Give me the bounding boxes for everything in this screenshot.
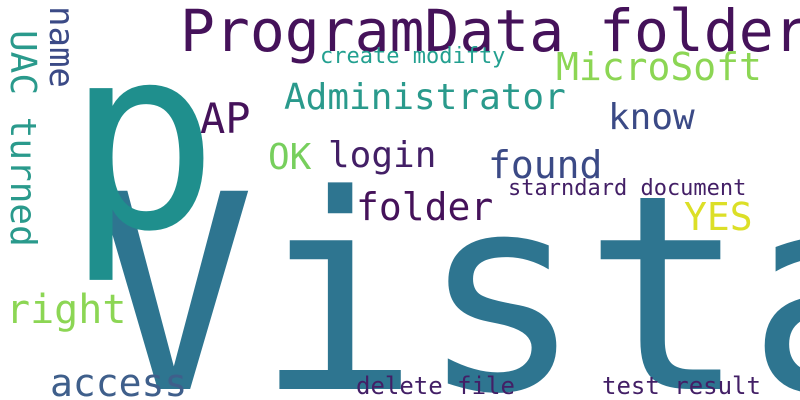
word-delete-file: delete file	[356, 372, 515, 400]
word-login: login	[328, 135, 437, 176]
word-ap: AP	[200, 94, 251, 143]
word-microsoft: MicroSoft	[556, 45, 762, 89]
word-administrator: Administrator	[284, 77, 566, 118]
word-p: p	[66, 0, 219, 287]
word-vista: Vista	[92, 138, 800, 400]
word-starndard-document: starndard document	[508, 176, 747, 201]
word-folder: folder	[356, 185, 494, 229]
word-name: name	[41, 6, 81, 88]
word-ok: OK	[268, 137, 312, 178]
word-programdata-folder: ProgramData folder	[180, 0, 800, 65]
word-found: found	[488, 143, 603, 187]
word-right: right	[6, 287, 127, 333]
word-test-result: test result	[602, 372, 761, 400]
word-know: know	[608, 97, 695, 138]
word-yes: YES	[684, 195, 753, 239]
word-create-modifty: create modifty	[320, 44, 506, 69]
word-access: access	[50, 361, 188, 400]
word-uac-turned: UAC turned	[2, 30, 43, 247]
